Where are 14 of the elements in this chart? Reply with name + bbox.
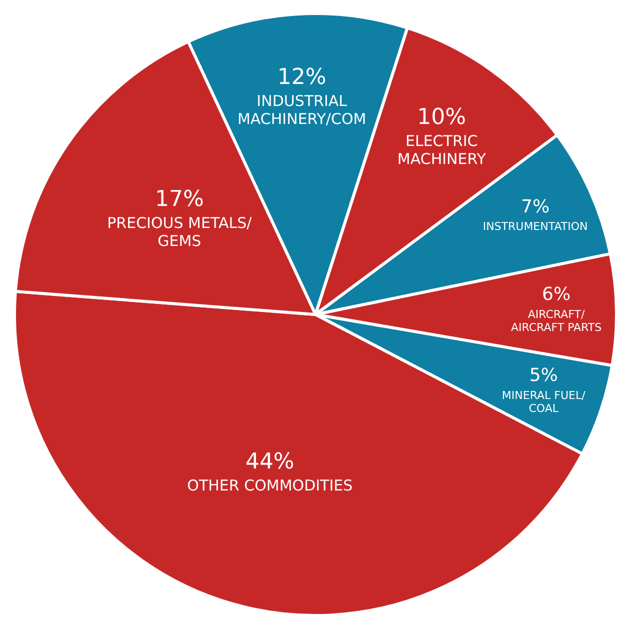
slice-label: PRECIOUS METALS/GEMS <box>107 214 253 250</box>
slice-label: ELECTRIC MACHINERY <box>397 132 487 168</box>
slice-label: INSTRUMENTATION <box>482 220 588 233</box>
data-label: 6% <box>542 284 571 306</box>
data-label: 10% <box>417 104 466 130</box>
slice-label: OTHER COMMODITIES <box>187 476 353 495</box>
slice-label: AIRCRAFT/AIRCRAFT PARTS <box>510 308 602 334</box>
slice-label: INDUSTRIAL MACHINERY/COM <box>237 92 366 128</box>
data-label: 44% <box>245 449 294 474</box>
data-label: 5% <box>529 365 558 386</box>
data-label: 7% <box>521 196 550 218</box>
data-label: 17% <box>154 186 204 212</box>
data-label: 12% <box>277 64 326 90</box>
slice-label: MINERAL FUEL/COAL <box>502 388 586 415</box>
